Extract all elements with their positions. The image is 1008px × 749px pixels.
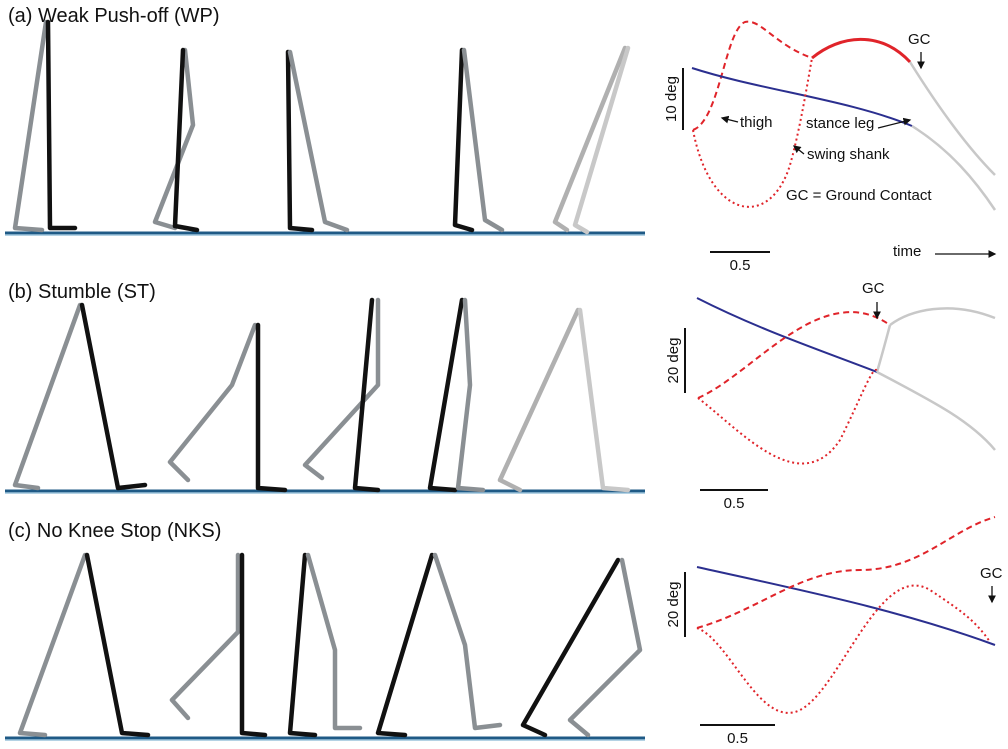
trace <box>875 324 892 373</box>
trace <box>696 297 878 373</box>
panel-title: (b) Stumble (ST) <box>8 281 156 303</box>
leg <box>287 552 318 738</box>
leg <box>497 307 581 493</box>
leg <box>255 322 288 493</box>
leg <box>305 552 363 731</box>
leg <box>375 552 435 738</box>
annotation: swing shank <box>807 146 890 163</box>
leg <box>169 552 241 721</box>
leg <box>452 47 475 233</box>
scale-label-y: 20 deg <box>665 582 682 628</box>
scale-label-x: 0.5 <box>727 730 748 747</box>
trace <box>911 124 997 211</box>
annotation: GC <box>980 565 1003 582</box>
leg <box>352 297 381 493</box>
trace <box>696 584 991 714</box>
leg <box>572 45 631 235</box>
trace <box>692 57 813 208</box>
annotation: thigh <box>740 114 773 131</box>
leg <box>152 47 196 231</box>
scale-label-x: 0.5 <box>730 257 751 274</box>
trace <box>908 61 996 176</box>
scale-label-y: 10 deg <box>663 76 680 122</box>
leg <box>17 552 88 738</box>
annotation-arrow <box>720 115 739 124</box>
leg <box>285 49 315 233</box>
panel-title: (a) Weak Push-off (WP) <box>8 5 220 27</box>
leg <box>552 45 628 233</box>
trace <box>697 311 891 399</box>
leg <box>167 322 258 483</box>
leg <box>455 297 486 493</box>
leg <box>12 19 49 233</box>
leg <box>79 302 148 491</box>
trace <box>697 368 878 465</box>
leg <box>427 297 465 493</box>
annotation: GC = Ground Contact <box>786 187 932 204</box>
leg <box>432 552 503 731</box>
annotation-arrow <box>792 145 805 155</box>
panel-title: (c) No Knee Stop (NKS) <box>8 520 221 542</box>
trace <box>696 566 996 646</box>
trace <box>696 516 996 629</box>
leg <box>45 19 78 231</box>
annotation-arrow <box>877 117 912 129</box>
scale-label-x: 0.5 <box>724 495 745 512</box>
trace <box>811 38 912 64</box>
trace <box>889 307 996 327</box>
annotation: GC <box>862 280 885 297</box>
leg <box>302 297 381 481</box>
annotation: time <box>893 243 921 260</box>
leg <box>239 552 268 738</box>
leg <box>461 47 505 233</box>
leg <box>520 557 621 738</box>
leg <box>12 302 83 491</box>
trace <box>876 370 996 451</box>
annotation: stance leg <box>806 115 874 132</box>
leg <box>172 47 200 233</box>
scale-label-y: 20 deg <box>665 338 682 384</box>
leg <box>287 49 350 233</box>
leg <box>84 552 151 738</box>
leg <box>577 307 631 493</box>
trace <box>691 67 913 127</box>
annotation: GC <box>908 31 931 48</box>
leg <box>567 557 643 738</box>
trace <box>692 20 813 131</box>
